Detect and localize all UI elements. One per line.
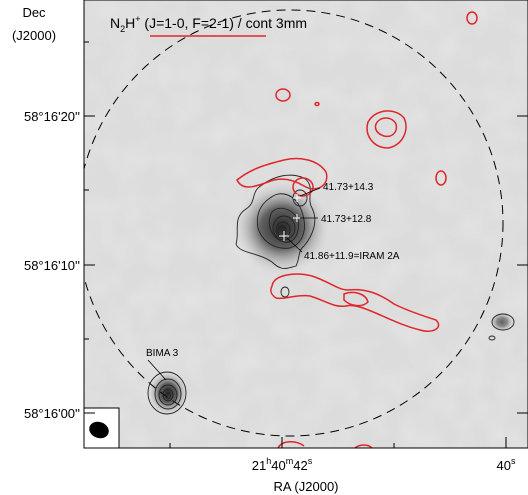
x-tick-42-sec: 42 bbox=[293, 458, 307, 473]
annotation-41-73-14-3: 41.73+14.3 bbox=[323, 182, 374, 193]
x-tick-label-40: 40s bbox=[497, 456, 516, 473]
y-axis-label-line2: (J2000) bbox=[12, 28, 56, 43]
annotation-bima3: BIMA 3 bbox=[146, 348, 179, 359]
bima3-contour-1 bbox=[147, 371, 187, 415]
leader-bima3 bbox=[147, 359, 167, 381]
n2hp-contour-north-knot bbox=[292, 177, 314, 197]
plot-frame bbox=[83, 0, 528, 449]
continuum-greyscale-core bbox=[234, 182, 330, 274]
x-tick-40-sec: 40 bbox=[497, 458, 511, 473]
title-species: N bbox=[110, 15, 120, 31]
edge-source-greyscale bbox=[490, 312, 514, 332]
x-tick-42-hours: 21 bbox=[252, 458, 266, 473]
n2hp-contour-ne-blob-inner bbox=[374, 117, 398, 138]
title-transition: (J=1-0, F=2-1) / cont 3mm bbox=[141, 15, 308, 31]
n2hp-contour-ne-blob bbox=[366, 110, 407, 149]
bima3-contour-4 bbox=[162, 388, 174, 402]
leader-iram2a bbox=[286, 237, 303, 253]
source-markers bbox=[279, 194, 301, 241]
x-tick-42-h: h bbox=[266, 456, 271, 466]
n2hp-contour-far-bottom bbox=[354, 444, 373, 448]
primary-beam-circle bbox=[84, 9, 504, 437]
bima3-contour-2 bbox=[154, 378, 182, 410]
n2hp-contour-small-1 bbox=[275, 88, 291, 102]
y-tick-label-20: 58°16'20'' bbox=[24, 109, 80, 124]
title-species-charge: + bbox=[135, 14, 140, 24]
continuum-contours bbox=[147, 174, 515, 415]
n2hp-contour-small-3 bbox=[435, 170, 447, 186]
bima3-contour-5 bbox=[165, 392, 171, 400]
plot-area bbox=[84, 0, 528, 448]
y-tick-label-10: 58°16'10'' bbox=[24, 258, 80, 273]
x-axis-label: RA (J2000) bbox=[273, 479, 338, 494]
leader-41-73-14-3 bbox=[299, 187, 321, 197]
axis-ticks bbox=[84, 41, 528, 448]
y-axis-label-line1: Dec bbox=[22, 5, 46, 20]
x-tick-42-m: m bbox=[286, 456, 294, 466]
title-species-sub: 2 bbox=[120, 24, 125, 34]
bima3-contour-3 bbox=[158, 384, 178, 406]
x-tick-40-s: s bbox=[511, 456, 516, 466]
continuum-contour-1 bbox=[235, 174, 316, 269]
x-tick-label-42: 21h40m42s bbox=[252, 456, 313, 473]
title-species-h: H bbox=[125, 15, 135, 31]
continuum-contour-5 bbox=[275, 221, 291, 239]
edge-contour-2 bbox=[488, 335, 496, 341]
y-tick-label-00: 58°16'00'' bbox=[24, 406, 80, 421]
small-contour-left bbox=[280, 286, 290, 298]
chart-title: N2H+ (J=1-0, F=2-1) / cont 3mm bbox=[110, 14, 307, 34]
n2hp-contour-bottom bbox=[277, 441, 305, 448]
x-tick-42-min: 40 bbox=[271, 458, 285, 473]
n2hp-contour-south-inner bbox=[343, 291, 369, 307]
n2hp-contour-north-arc bbox=[236, 157, 328, 190]
n2hp-contour-top bbox=[466, 11, 478, 25]
edge-contour-1 bbox=[491, 313, 515, 331]
annotation-leaders bbox=[147, 187, 321, 381]
n2hp-contour-south-filament bbox=[270, 273, 440, 332]
n2hp-contours bbox=[236, 11, 478, 448]
n2hp-contour-small-2 bbox=[314, 101, 320, 107]
continuum-contour-3 bbox=[268, 207, 299, 243]
annotation-41-73-12-8: 41.73+12.8 bbox=[321, 214, 372, 225]
x-tick-42-s: s bbox=[308, 456, 313, 466]
annotation-iram2a: 41.86+11.9=IRAM 2A bbox=[304, 251, 400, 262]
synthesized-beam bbox=[89, 421, 109, 439]
continuum-contour-2 bbox=[256, 193, 305, 249]
